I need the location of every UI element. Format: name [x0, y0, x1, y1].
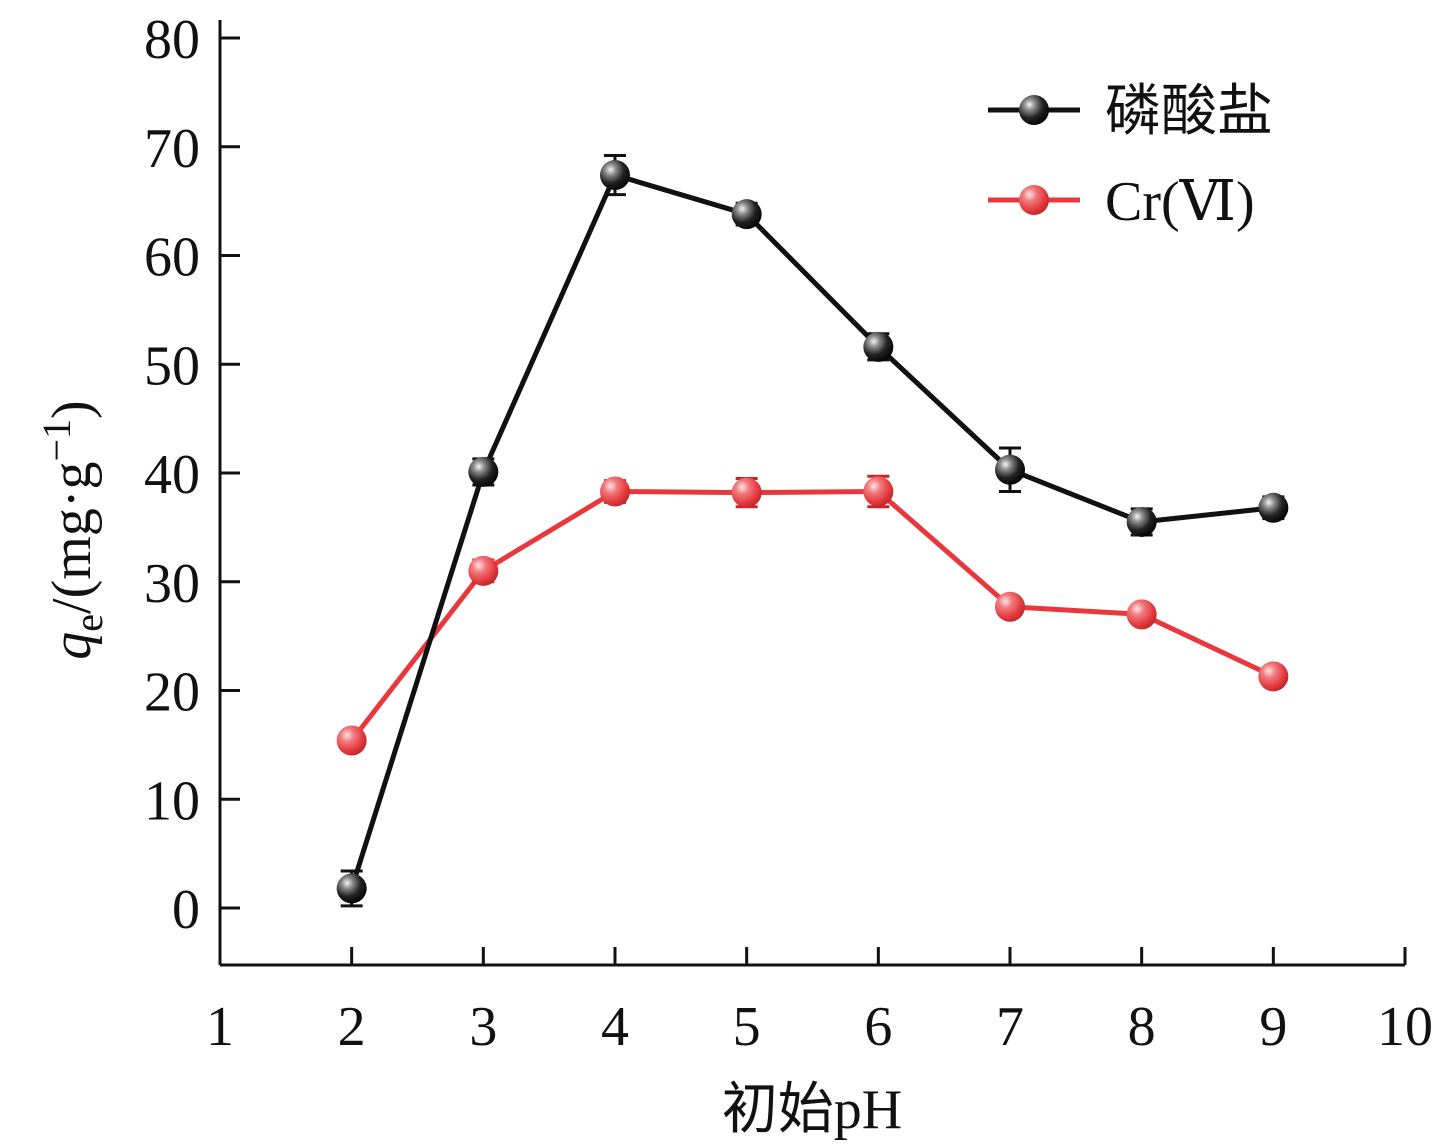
data-point	[731, 199, 762, 230]
y-tick-label: 60	[144, 227, 200, 289]
x-tick-label: 7	[996, 996, 1024, 1058]
y-tick-label: 0	[172, 879, 200, 941]
x-tick-label: 3	[469, 996, 497, 1058]
data-point	[995, 454, 1025, 485]
axes: 1 2 3 4 5 6 7 8 9 10 0 10 20 30 40 50 60 70 80	[144, 9, 1433, 1058]
legend: 磷酸盐 Cr(Ⅵ)	[988, 81, 1273, 233]
y-axis-title-close: )	[41, 400, 103, 419]
y-tick-label: 80	[144, 9, 200, 71]
data-point	[1126, 599, 1157, 630]
y-axis-title-sub: e	[66, 614, 111, 632]
legend-label: Cr(Ⅵ)	[1105, 171, 1255, 233]
y-tick-label: 10	[144, 770, 200, 832]
data-point	[336, 725, 367, 756]
x-tick-label: 2	[338, 996, 366, 1058]
plot-area	[336, 153, 1289, 908]
x-tick-label: 1	[206, 996, 234, 1058]
data-point	[336, 873, 367, 904]
data-point	[995, 591, 1025, 622]
y-axis-title-sup: −1	[34, 419, 79, 462]
y-tick-label: 50	[144, 335, 200, 397]
data-point	[1258, 661, 1289, 692]
y-tick-label: 20	[144, 662, 200, 724]
x-tick-label: 10	[1377, 996, 1433, 1058]
data-point	[468, 555, 499, 586]
data-point	[600, 476, 630, 507]
data-point	[863, 331, 894, 362]
legend-label: 磷酸盐	[1105, 81, 1273, 143]
legend-marker	[1019, 185, 1049, 215]
data-point	[600, 160, 630, 191]
y-tick-label: 70	[144, 118, 200, 180]
x-tick-label: 5	[733, 996, 761, 1058]
y-axis-title-main: q	[41, 632, 103, 660]
data-point	[1258, 492, 1289, 523]
legend-marker	[1019, 95, 1049, 125]
data-point	[863, 476, 894, 507]
x-tick-label: 9	[1259, 996, 1287, 1058]
y-tick-label: 30	[144, 553, 200, 615]
x-tick-label: 8	[1128, 996, 1156, 1058]
x-tick-label: 6	[864, 996, 892, 1058]
data-point	[468, 456, 499, 487]
series-line	[349, 172, 1274, 890]
data-point	[731, 477, 762, 508]
y-tick-label: 40	[144, 444, 200, 506]
series-line	[349, 488, 1275, 743]
x-tick-label: 4	[601, 996, 629, 1058]
data-point	[1126, 506, 1157, 537]
x-axis-title: 初始pH	[722, 1079, 902, 1141]
y-axis-title-unit: /(mg·g	[41, 462, 103, 614]
y-axis-title: qe/(mg·g−1)	[34, 400, 111, 659]
